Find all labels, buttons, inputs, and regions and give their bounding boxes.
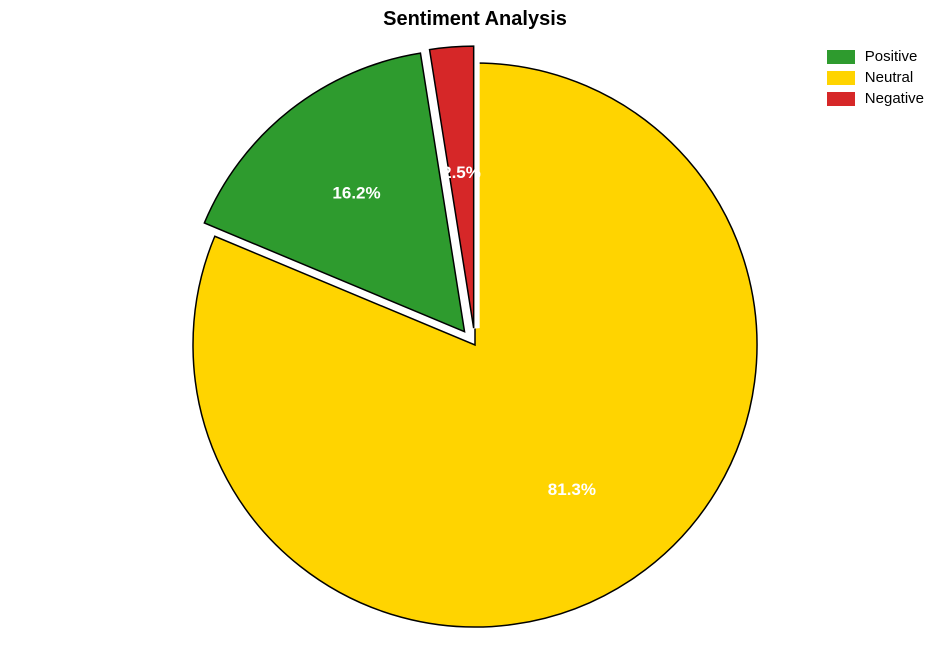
slice-label: 2.5%: [442, 163, 481, 182]
legend-swatch: [827, 50, 855, 64]
legend-label: Neutral: [865, 69, 913, 86]
legend-item: Negative: [827, 90, 924, 107]
legend-label: Positive: [865, 48, 918, 65]
legend-swatch: [827, 71, 855, 85]
legend: Positive Neutral Negative: [827, 48, 924, 111]
sentiment-pie-chart: Sentiment Analysis 81.3%16.2%2.5% Positi…: [0, 0, 950, 662]
slice-label: 81.3%: [548, 480, 596, 499]
legend-swatch: [827, 92, 855, 106]
legend-label: Negative: [865, 90, 924, 107]
legend-item: Neutral: [827, 69, 924, 86]
slice-label: 16.2%: [332, 184, 380, 203]
legend-item: Positive: [827, 48, 924, 65]
pie-svg: 81.3% 16.2% 2.5%: [0, 0, 950, 662]
